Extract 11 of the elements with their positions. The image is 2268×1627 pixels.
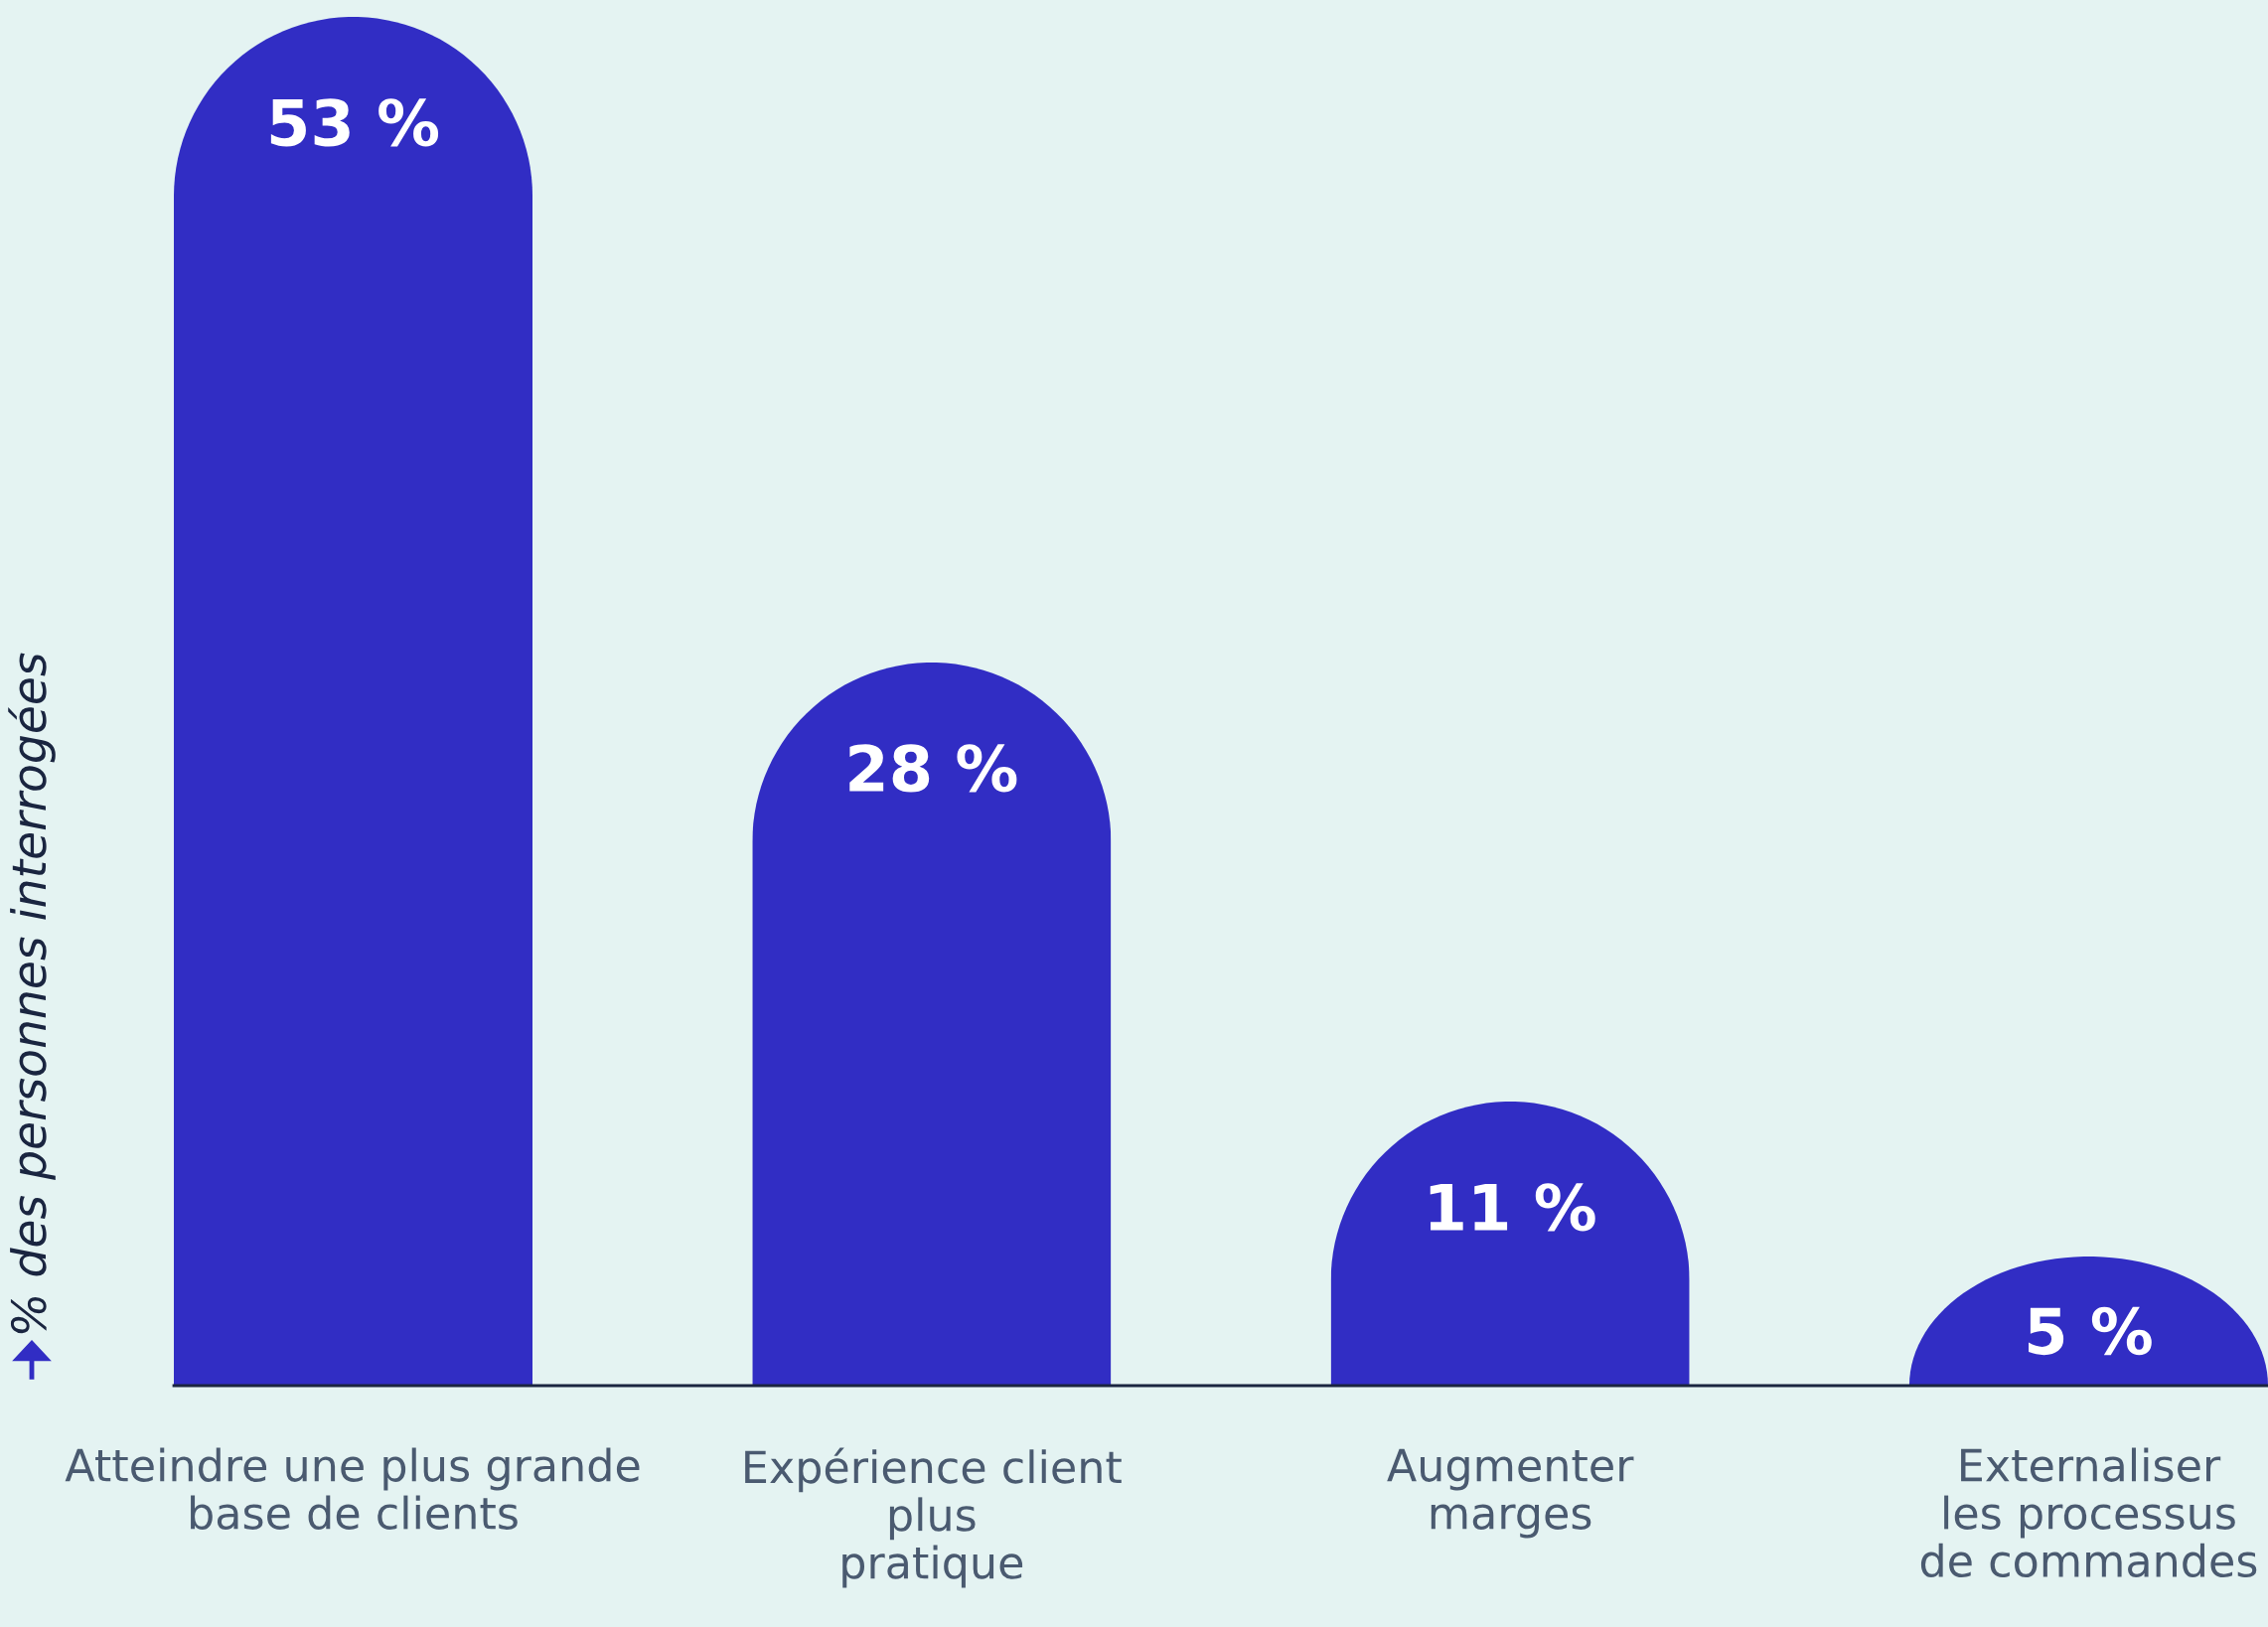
- bar: [174, 17, 533, 1386]
- data-label: 11 %: [1430, 1183, 1595, 1232]
- data-label: 28 %: [849, 744, 1017, 793]
- data-label: 53 %: [270, 98, 439, 147]
- x-tick-label: Augmenter marges: [1387, 1448, 1634, 1539]
- x-tick-label: Atteindre une plus grande base de clients: [65, 1447, 640, 1530]
- x-tick-label: Externaliser les processus de commandes: [1920, 1447, 2257, 1578]
- bar: [752, 663, 1112, 1386]
- x-tick-label: Expérience client plus pratique: [745, 1447, 1122, 1588]
- data-label: 5 %: [2029, 1306, 2152, 1356]
- y-axis-title: % des personnes interrogées: [8, 653, 56, 1334]
